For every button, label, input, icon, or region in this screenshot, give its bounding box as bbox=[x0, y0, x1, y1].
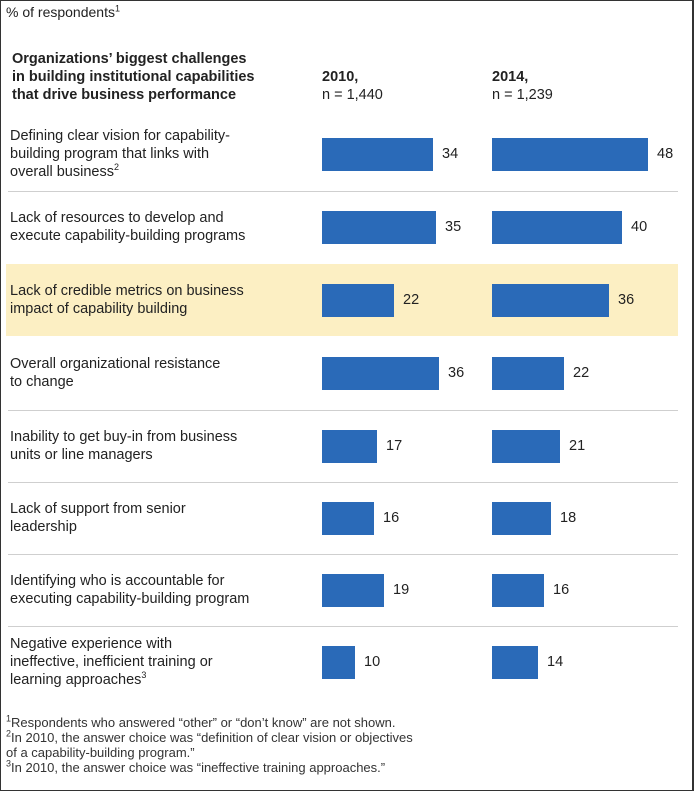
value-label-2010: 22 bbox=[403, 292, 420, 308]
row-divider bbox=[8, 626, 678, 627]
bar-2014 bbox=[492, 645, 538, 679]
bar-2014 bbox=[492, 573, 544, 607]
value-label-2010: 17 bbox=[386, 438, 403, 454]
category-label: Negative experience with ineffective, ine… bbox=[10, 636, 213, 688]
bar-2010 bbox=[322, 137, 433, 171]
value-label-2010: 16 bbox=[383, 510, 400, 526]
bar-2010 bbox=[322, 501, 374, 535]
value-label-2010: 36 bbox=[448, 365, 465, 381]
value-label-2014: 16 bbox=[553, 582, 570, 598]
bar-2010 bbox=[322, 283, 394, 317]
bar-2014 bbox=[492, 137, 648, 171]
column-header-2010: 2010, n = 1,440 bbox=[322, 69, 383, 103]
row-divider bbox=[8, 191, 678, 192]
footnote-3: 3In 2010, the answer choice was “ineffec… bbox=[6, 758, 386, 775]
category-label: Inability to get buy-in from business uni… bbox=[10, 429, 238, 463]
footnotes: 1Respondents who answered “other” or “do… bbox=[6, 713, 413, 775]
value-label-2014: 36 bbox=[618, 292, 635, 308]
bar-2014 bbox=[492, 283, 609, 317]
category-label: Identifying who is accountable for execut… bbox=[10, 573, 250, 607]
bar-2014 bbox=[492, 429, 560, 463]
value-label-2014: 22 bbox=[573, 365, 590, 381]
bar-2010 bbox=[322, 356, 439, 390]
category-label: Lack of support from senior leadership bbox=[10, 501, 186, 535]
category-label: Overall organizational resistance to chan… bbox=[10, 356, 221, 390]
bar-2010 bbox=[322, 573, 384, 607]
bar-2014 bbox=[492, 356, 564, 390]
row-divider bbox=[8, 482, 678, 483]
bar-2010 bbox=[322, 429, 377, 463]
bar-2010 bbox=[322, 645, 355, 679]
value-label-2010: 19 bbox=[393, 582, 410, 598]
value-label-2014: 48 bbox=[657, 146, 674, 162]
bar-2014 bbox=[492, 210, 622, 244]
value-label-2010: 34 bbox=[442, 146, 459, 162]
footnote-1: 1Respondents who answered “other” or “do… bbox=[6, 713, 396, 730]
value-label-2014: 21 bbox=[569, 438, 586, 454]
column-header-2014: 2014, n = 1,239 bbox=[492, 69, 553, 103]
bar-2014 bbox=[492, 501, 551, 535]
row-divider bbox=[8, 410, 678, 411]
unit-label: % of respondents1 bbox=[6, 3, 120, 20]
value-label-2014: 40 bbox=[631, 219, 648, 235]
value-label-2010: 35 bbox=[445, 219, 462, 235]
category-label: Lack of credible metrics on business impa… bbox=[10, 283, 244, 317]
row-divider bbox=[8, 554, 678, 555]
footnote-2-cont: of a capability-building program.” bbox=[6, 745, 195, 760]
category-label: Lack of resources to develop and execute … bbox=[10, 210, 246, 244]
footnote-2: 2In 2010, the answer choice was “definit… bbox=[6, 728, 413, 745]
value-label-2014: 14 bbox=[547, 654, 564, 670]
chart-title: Organizations’ biggest challenges in bui… bbox=[12, 51, 255, 103]
category-label: Defining clear vision for capability-bui… bbox=[10, 128, 231, 180]
value-label-2014: 18 bbox=[560, 510, 577, 526]
value-label-2010: 10 bbox=[364, 654, 381, 670]
bar-2010 bbox=[322, 210, 436, 244]
